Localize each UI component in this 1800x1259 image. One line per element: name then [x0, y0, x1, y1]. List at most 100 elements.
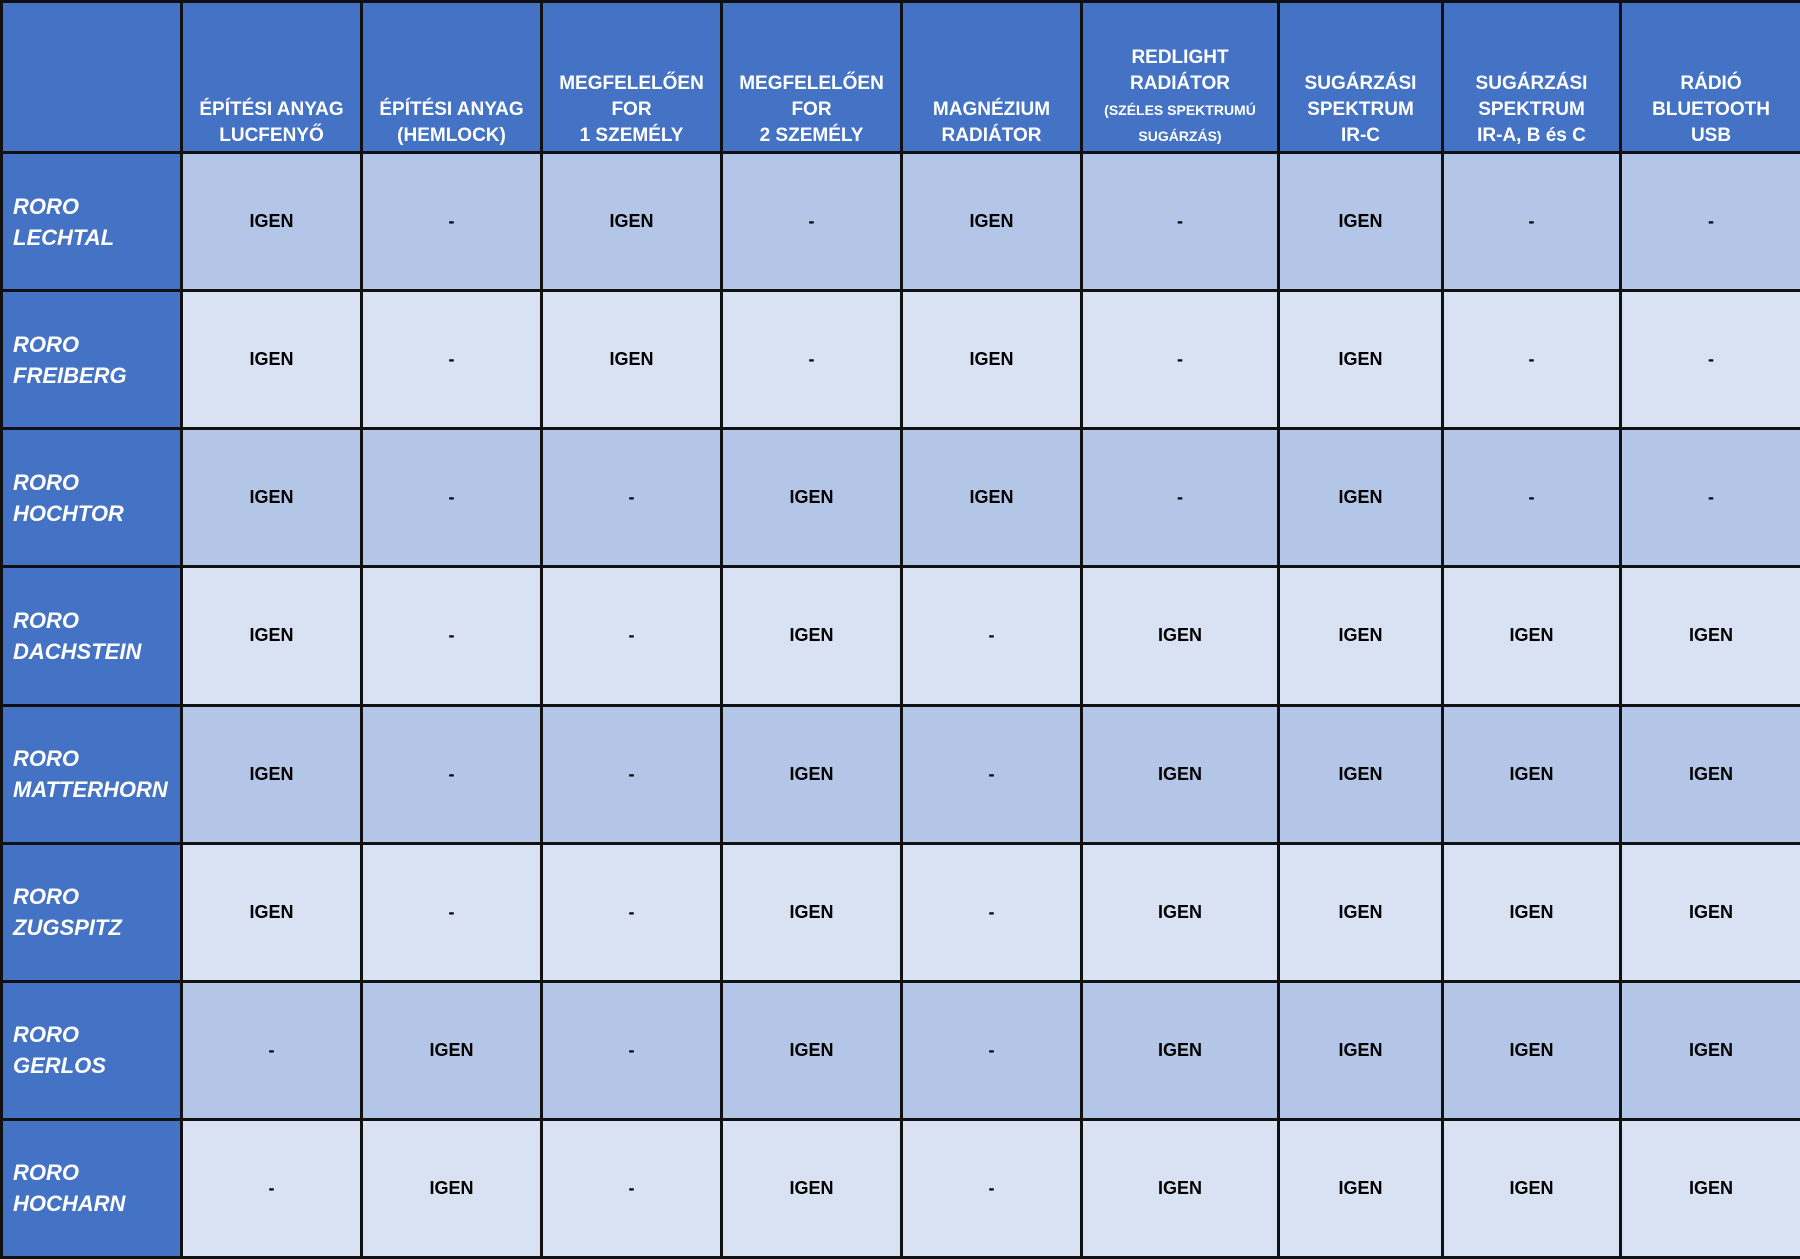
- table-cell: IGEN: [1619, 1117, 1800, 1259]
- column-header-line: FOR: [611, 99, 652, 120]
- table-cell: -: [900, 565, 1083, 707]
- table-cell: IGEN: [900, 289, 1083, 431]
- column-header-line: REDLIGHT: [1131, 47, 1229, 68]
- row-header-line: RORO: [13, 1160, 79, 1186]
- table-cell: -: [180, 1117, 363, 1259]
- row-header: RORO FREIBERG: [0, 289, 183, 431]
- table-cell: -: [360, 703, 543, 845]
- table-cell: IGEN: [1277, 150, 1444, 293]
- row-header-line: RORO: [13, 193, 79, 219]
- table-cell: -: [540, 1117, 723, 1259]
- table-cell: -: [540, 427, 723, 569]
- header-row: ÉPÍTÉSI ANYAG LUCFENYŐ ÉPÍTÉSI ANYAG (HEMLO…: [0, 0, 1800, 154]
- table-cell: IGEN: [720, 979, 903, 1121]
- table-cell: -: [1441, 150, 1622, 293]
- table-cell: IGEN: [900, 150, 1083, 293]
- table-cell: -: [1619, 289, 1800, 431]
- table-cell: -: [540, 565, 723, 707]
- table-cell: -: [1080, 427, 1280, 569]
- row-header: RORO ZUGSPITZ: [0, 841, 183, 983]
- table-cell: -: [360, 565, 543, 707]
- row-header: RORO MATTERHORN: [0, 703, 183, 845]
- table-cell: IGEN: [1277, 289, 1444, 431]
- table-row: RORO HOCHTOR IGEN - - IGEN IGEN - IGEN - -: [0, 427, 1800, 569]
- table-cell: IGEN: [1277, 1117, 1444, 1259]
- table-cell: IGEN: [720, 703, 903, 845]
- column-header: MEGFELELŐEN FOR 2 SZEMÉLY: [720, 0, 903, 154]
- table-cell: IGEN: [540, 150, 723, 293]
- column-header: SUGÁRZÁSI SPEKTRUM IR-A, B és C: [1441, 0, 1622, 154]
- column-header: RÁDIÓ BLUETOOTH USB: [1619, 0, 1800, 154]
- row-header-line: GERLOS: [13, 1053, 106, 1079]
- table-cell: -: [360, 150, 543, 293]
- column-header-line: SPEKTRUM: [1307, 99, 1414, 120]
- table-cell: IGEN: [180, 565, 363, 707]
- table-cell: IGEN: [1441, 979, 1622, 1121]
- table-cell: IGEN: [1619, 979, 1800, 1121]
- table-cell: -: [1619, 150, 1800, 293]
- table-cell: IGEN: [540, 289, 723, 431]
- column-header-line: SUGÁRZÁSI: [1304, 73, 1417, 94]
- column-header-line: 2 SZEMÉLY: [759, 125, 864, 146]
- column-header-line: MAGNÉZIUM: [932, 99, 1051, 120]
- row-header: RORO GERLOS: [0, 979, 183, 1121]
- table-cell: IGEN: [1441, 565, 1622, 707]
- table-row: RORO FREIBERG IGEN - IGEN - IGEN - IGEN - -: [0, 289, 1800, 431]
- table-cell: IGEN: [1080, 841, 1280, 983]
- table-cell: -: [540, 703, 723, 845]
- row-header: RORO LECHTAL: [0, 150, 183, 293]
- table-cell: IGEN: [1277, 427, 1444, 569]
- column-header-line: LUCFENYŐ: [219, 125, 324, 146]
- column-header: MAGNÉZIUM RADIÁTOR: [900, 0, 1083, 154]
- column-header-line: 1 SZEMÉLY: [579, 125, 684, 146]
- table-row: RORO HOCHARN - IGEN - IGEN - IGEN IGEN IGEN IGEN: [0, 1117, 1800, 1259]
- table-cell: -: [900, 979, 1083, 1121]
- table-cell: -: [1441, 427, 1622, 569]
- table-cell: -: [900, 841, 1083, 983]
- table-cell: IGEN: [1080, 703, 1280, 845]
- table-cell: -: [360, 289, 543, 431]
- table-cell: IGEN: [1080, 1117, 1280, 1259]
- table-cell: IGEN: [180, 841, 363, 983]
- row-header: RORO DACHSTEIN: [0, 565, 183, 707]
- table-cell: IGEN: [1277, 841, 1444, 983]
- table-cell: IGEN: [1619, 565, 1800, 707]
- table-cell: IGEN: [720, 427, 903, 569]
- column-header-line: ÉPÍTÉSI ANYAG: [199, 99, 344, 120]
- table-cell: IGEN: [1619, 703, 1800, 845]
- table-cell: -: [720, 289, 903, 431]
- table-cell: IGEN: [180, 289, 363, 431]
- table-cell: -: [900, 703, 1083, 845]
- row-header: RORO HOCHARN: [0, 1117, 183, 1259]
- table-cell: IGEN: [180, 150, 363, 293]
- column-header-line: BLUETOOTH: [1652, 99, 1770, 120]
- table-row: RORO ZUGSPITZ IGEN - - IGEN - IGEN IGEN IGEN IGEN: [0, 841, 1800, 983]
- row-header-line: ZUGSPITZ: [13, 915, 122, 941]
- table-cell: IGEN: [720, 841, 903, 983]
- table-cell: IGEN: [1080, 565, 1280, 707]
- table-cell: IGEN: [1441, 1117, 1622, 1259]
- column-header-line: (HEMLOCK): [397, 125, 506, 146]
- table-cell: IGEN: [1080, 979, 1280, 1121]
- row-header-line: HOCHARN: [13, 1191, 126, 1217]
- table-row: RORO GERLOS - IGEN - IGEN - IGEN IGEN IGEN IGEN: [0, 979, 1800, 1121]
- table-cell: -: [1619, 427, 1800, 569]
- column-header-line: (SZÉLES SPEKTRUMÚ: [1104, 102, 1256, 118]
- column-header-line: FOR: [791, 99, 832, 120]
- column-header-line: SUGÁRZÁSI: [1475, 73, 1588, 94]
- table-cell: IGEN: [900, 427, 1083, 569]
- column-header: REDLIGHT RADIÁTOR (SZÉLES SPEKTRUMÚ SUGÁRZÁ…: [1080, 0, 1280, 154]
- table-cell: -: [540, 979, 723, 1121]
- table-cell: IGEN: [180, 427, 363, 569]
- table-cell: IGEN: [1441, 841, 1622, 983]
- table-row: RORO LECHTAL IGEN - IGEN - IGEN - IGEN - -: [0, 150, 1800, 293]
- table-cell: IGEN: [1277, 979, 1444, 1121]
- row-header-line: RORO: [13, 884, 79, 910]
- column-header: ÉPÍTÉSI ANYAG LUCFENYŐ: [180, 0, 363, 154]
- table-cell: -: [720, 150, 903, 293]
- table-cell: IGEN: [1619, 841, 1800, 983]
- table-row: RORO MATTERHORN IGEN - - IGEN - IGEN IGEN IGEN IGE…: [0, 703, 1800, 845]
- table-cell: IGEN: [360, 1117, 543, 1259]
- column-header: MEGFELELŐEN FOR 1 SZEMÉLY: [540, 0, 723, 154]
- table-cell: -: [1080, 150, 1280, 293]
